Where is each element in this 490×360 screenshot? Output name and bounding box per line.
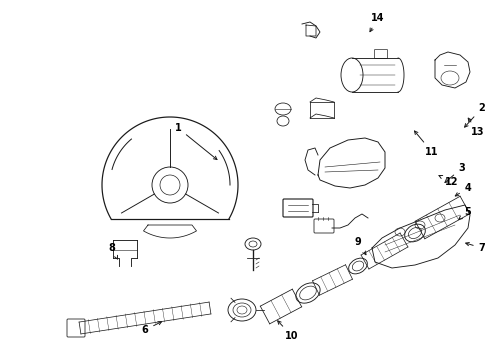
Text: 8: 8 [109,243,118,259]
Text: 11: 11 [415,131,439,157]
Text: 4: 4 [455,183,471,196]
Text: 9: 9 [355,237,366,255]
Text: 2: 2 [465,103,486,127]
Text: 10: 10 [278,321,299,341]
Text: 5: 5 [459,207,471,219]
Text: 6: 6 [142,322,162,335]
Text: 13: 13 [468,118,485,137]
Text: 3: 3 [445,163,466,183]
Text: 7: 7 [466,243,486,253]
Text: 12: 12 [439,175,459,187]
Text: 14: 14 [370,13,385,32]
Text: 1: 1 [174,123,217,159]
